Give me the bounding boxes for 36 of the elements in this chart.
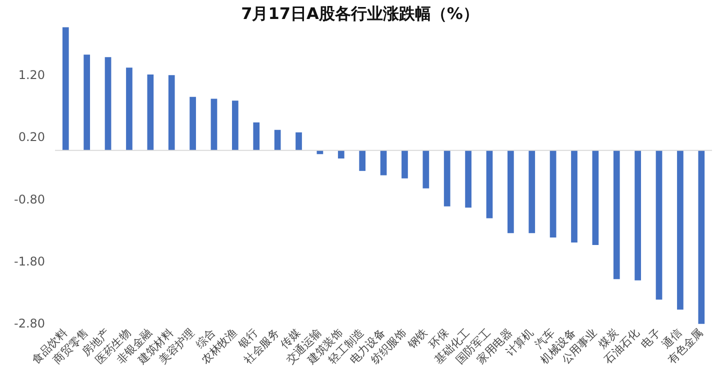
bar xyxy=(104,57,112,150)
bar xyxy=(338,150,344,158)
bar xyxy=(210,98,218,150)
bar xyxy=(634,150,642,280)
y-tick-label: -0.80 xyxy=(14,192,46,206)
bar xyxy=(656,150,662,300)
bar xyxy=(380,150,387,176)
bar xyxy=(528,150,536,234)
bar xyxy=(422,150,430,188)
bar xyxy=(465,150,472,208)
bar xyxy=(571,150,578,242)
y-tick-label: -1.80 xyxy=(14,254,46,268)
y-tick-label: 0.20 xyxy=(18,130,46,144)
bar xyxy=(253,122,260,150)
bar xyxy=(508,150,514,234)
bar xyxy=(232,100,238,150)
bar xyxy=(402,150,408,178)
bar xyxy=(126,68,132,150)
bar xyxy=(274,130,281,150)
bar xyxy=(62,27,69,150)
bar xyxy=(190,96,196,150)
y-tick-label: -2.80 xyxy=(14,316,46,331)
chart-title: 7月17日A股各行业涨跌幅（%） xyxy=(240,4,480,25)
bar xyxy=(592,150,599,245)
bar xyxy=(84,54,90,150)
bar xyxy=(550,150,556,238)
bar xyxy=(168,75,175,150)
bar xyxy=(677,150,684,310)
bar xyxy=(359,150,366,171)
bar xyxy=(444,150,450,206)
y-tick-label: 1.20 xyxy=(18,68,46,82)
bar xyxy=(486,150,493,218)
bar xyxy=(613,150,620,280)
bar xyxy=(698,150,705,324)
bar xyxy=(296,132,302,150)
bar xyxy=(147,74,154,150)
